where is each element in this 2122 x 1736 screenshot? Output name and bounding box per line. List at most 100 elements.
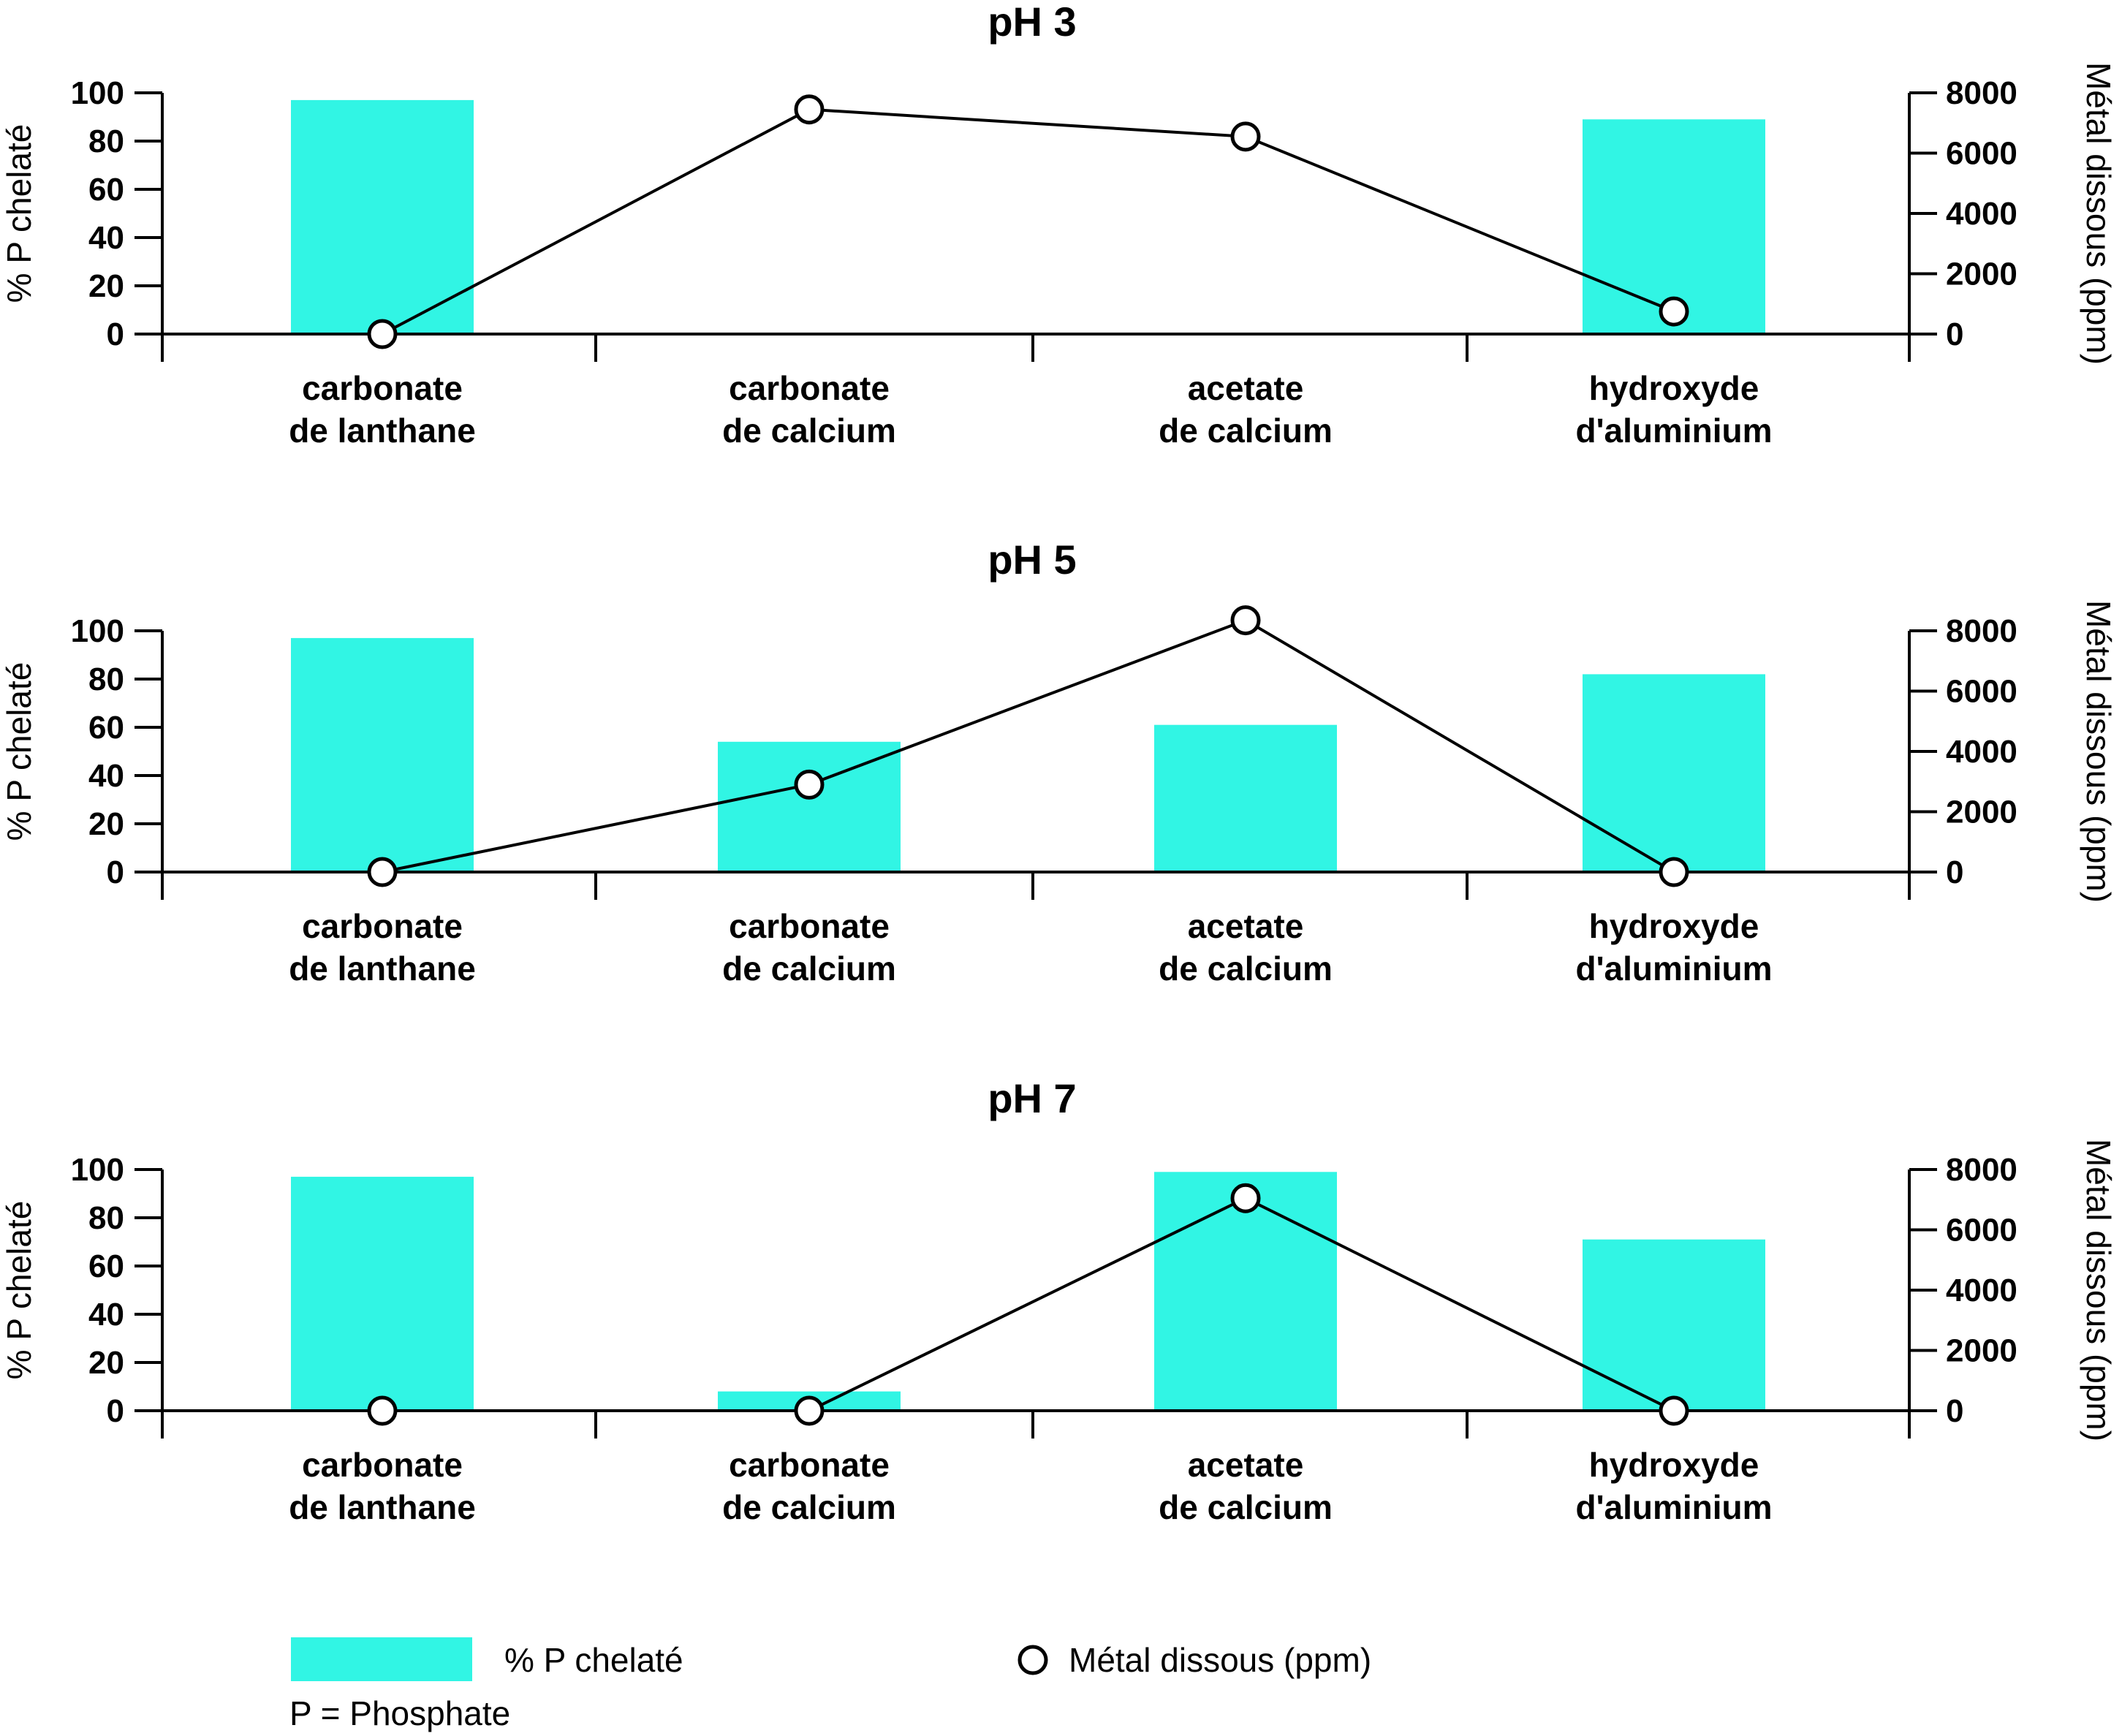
right-tick-label: 6000 [1946,1213,2017,1248]
legend: % P chelaté Métal dissous (ppm) P = Phos… [289,1637,1371,1732]
category-label-line: hydroxyde [1589,1446,1759,1484]
left-tick-label: 80 [88,662,124,697]
category-label: acetate de calcium [1159,1446,1333,1526]
left-tick-label: 100 [71,613,124,649]
left-tick-label: 60 [88,710,124,746]
category-label: carbonate de lanthane [289,907,476,988]
right-axis-label: Métal dissous (ppm) [2080,62,2118,365]
left-tick-label: 0 [107,1393,124,1429]
left-tick-label: 40 [88,758,124,794]
left-tick-label: 20 [88,268,124,304]
right-tick-label: 6000 [1946,136,2017,172]
metal-dissolved-point-4 [1659,857,1689,887]
metal-dissolved-point-3 [1230,121,1261,152]
legend-bar-swatch [291,1637,472,1681]
category-label-line: de calcium [722,950,896,988]
category-label: carbonate de calcium [722,369,896,450]
category-label-line: de lanthane [289,1488,476,1526]
category-label: hydroxyde d'aluminium [1575,1446,1772,1526]
right-tick-label: 4000 [1946,1273,2017,1308]
left-axis-label: % P chelaté [0,124,38,303]
left-tick-label: 0 [107,317,124,352]
right-tick-label: 2000 [1946,1333,2017,1369]
left-tick-label: 40 [88,220,124,256]
left-tick-label: 20 [88,806,124,842]
category-label-line: d'aluminium [1575,412,1772,450]
panel-title: pH 7 [988,1075,1076,1121]
metal-dissolved-point-2 [794,1395,825,1426]
category-label-line: acetate [1188,369,1304,407]
right-axis-label: Métal dissous (ppm) [2080,600,2118,903]
right-tick-label: 0 [1946,1393,1963,1429]
category-label-line: hydroxyde [1589,907,1759,945]
panel-title: pH 5 [988,537,1076,583]
category-label-line: carbonate [729,1446,890,1484]
category-label-line: carbonate [302,907,463,945]
left-tick-label: 20 [88,1345,124,1381]
legend-bar-label: % P chelaté [504,1641,683,1679]
left-tick-label: 60 [88,172,124,208]
category-label-line: de lanthane [289,412,476,450]
left-tick-label: 0 [107,854,124,890]
metal-dissolved-point-4 [1659,1395,1689,1426]
metal-dissolved-point-1 [367,857,398,887]
right-tick-label: 0 [1946,317,1963,352]
category-label: acetate de calcium [1159,369,1333,450]
panel-2: pH 5 0 20 40 60 80 100 % P chelaté 0 2000 4000 6000… [0,537,2118,988]
right-tick-label: 2000 [1946,795,2017,830]
category-label: acetate de calcium [1159,907,1333,988]
category-label-line: carbonate [302,1446,463,1484]
category-label-line: acetate [1188,907,1304,945]
legend-line-label: Métal dissous (ppm) [1069,1641,1371,1679]
category-label-line: d'aluminium [1575,950,1772,988]
metal-dissolved-line [382,107,1675,336]
right-tick-label: 2000 [1946,257,2017,292]
metal-dissolved-point-4 [1659,296,1689,327]
metal-dissolved-point-2 [794,94,825,125]
left-axis-label: % P chelaté [0,1201,38,1380]
right-tick-label: 0 [1946,854,1963,890]
right-tick-label: 8000 [1946,75,2017,111]
category-label: hydroxyde d'aluminium [1575,369,1772,450]
left-axis-label: % P chelaté [0,662,38,841]
category-label-line: carbonate [302,369,463,407]
bar-4 [1583,674,1765,872]
category-label-line: de lanthane [289,950,476,988]
left-tick-label: 100 [71,1152,124,1188]
right-tick-label: 8000 [1946,1152,2017,1188]
metal-dissolved-line [382,618,1675,873]
right-tick-label: 4000 [1946,196,2017,232]
category-label-line: d'aluminium [1575,1488,1772,1526]
category-label-line: de calcium [722,1488,896,1526]
category-label-line: de calcium [1159,412,1333,450]
category-label-line: acetate [1188,1446,1304,1484]
left-tick-label: 40 [88,1297,124,1333]
metal-dissolved-line [382,1196,1675,1412]
right-axis-label: Métal dissous (ppm) [2080,1139,2118,1441]
category-label-line: de calcium [1159,1488,1333,1526]
category-label-line: carbonate [729,907,890,945]
panel-1: pH 3 0 20 40 60 80 100 % P chelaté 0 2000 4000 6000… [0,0,2118,450]
legend-line-marker [1018,1645,1048,1675]
left-tick-label: 80 [88,1200,124,1236]
metal-dissolved-point-1 [367,319,398,349]
bar-1 [291,1176,474,1411]
right-tick-label: 8000 [1946,613,2017,649]
bar-4 [1583,1239,1765,1411]
category-label: carbonate de lanthane [289,1446,476,1526]
right-tick-label: 6000 [1946,674,2017,710]
left-tick-label: 100 [71,75,124,111]
category-label-line: de calcium [722,412,896,450]
panel-3: pH 7 0 20 40 60 80 100 % P chelaté 0 2000 4000 6000… [0,1075,2118,1526]
category-label-line: carbonate [729,369,890,407]
metal-dissolved-point-2 [794,769,825,800]
category-label: hydroxyde d'aluminium [1575,907,1772,988]
category-label: carbonate de calcium [722,1446,896,1526]
bar-3 [1154,724,1337,872]
bar-1 [291,99,474,334]
metal-dissolved-point-3 [1230,605,1261,636]
metal-dissolved-point-1 [367,1395,398,1426]
bar-2 [718,741,901,872]
